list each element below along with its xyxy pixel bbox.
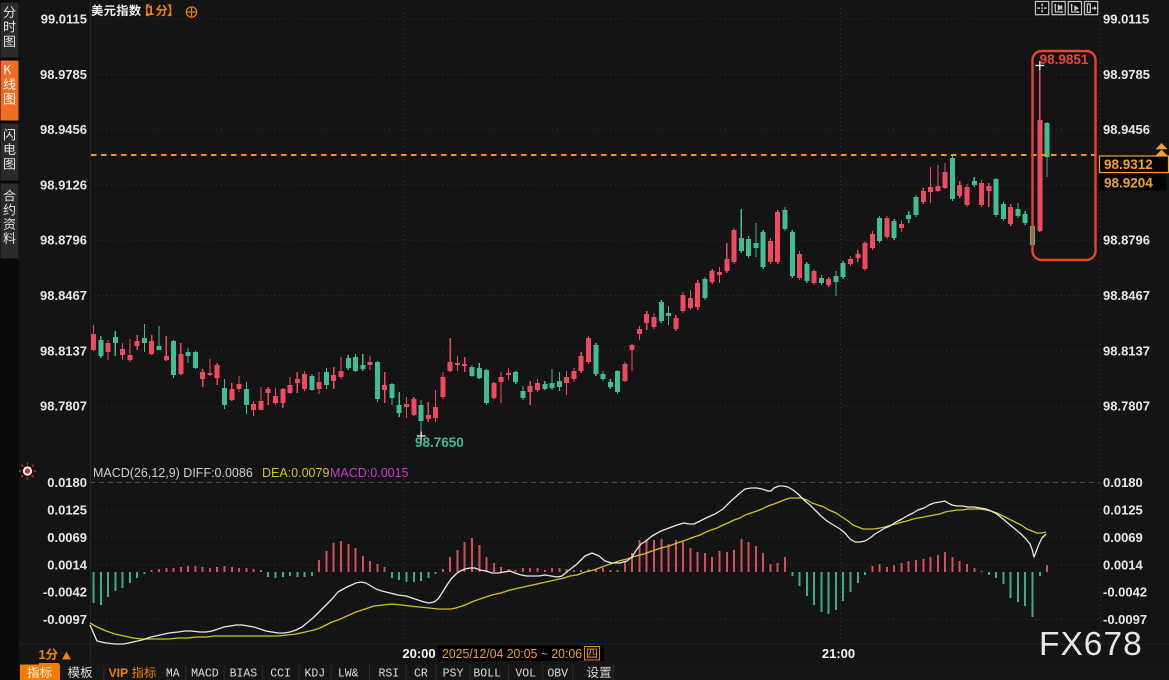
svg-text:98.8796: 98.8796 bbox=[40, 233, 87, 248]
svg-text:0.0125: 0.0125 bbox=[1103, 503, 1143, 518]
svg-text:0.0014: 0.0014 bbox=[47, 557, 88, 572]
svg-text:99.0115: 99.0115 bbox=[1103, 12, 1149, 27]
svg-text:CR: CR bbox=[414, 668, 428, 680]
svg-text:0.0180: 0.0180 bbox=[1103, 475, 1143, 490]
svg-text:PSY: PSY bbox=[443, 668, 464, 680]
svg-text:0.0014: 0.0014 bbox=[1103, 557, 1144, 572]
svg-text:1: 1 bbox=[39, 647, 46, 662]
svg-text:98.9785: 98.9785 bbox=[40, 67, 87, 82]
svg-text:98.8796: 98.8796 bbox=[1103, 233, 1150, 248]
svg-text:98.9204: 98.9204 bbox=[1104, 175, 1153, 190]
svg-text:98.8467: 98.8467 bbox=[40, 288, 87, 303]
svg-text:98.7650: 98.7650 bbox=[415, 435, 464, 450]
svg-text:BOLL: BOLL bbox=[473, 668, 501, 680]
svg-text:98.9126: 98.9126 bbox=[40, 177, 87, 192]
svg-text:BIAS: BIAS bbox=[230, 668, 258, 680]
svg-text:DEA:0.0079: DEA:0.0079 bbox=[262, 466, 329, 480]
svg-text:98.8467: 98.8467 bbox=[1103, 288, 1150, 303]
svg-text:2025/12/04 20:05 ~ 20:06: 2025/12/04 20:05 ~ 20:06 bbox=[442, 647, 582, 661]
svg-text:OBV: OBV bbox=[547, 668, 568, 680]
svg-text:98.9456: 98.9456 bbox=[1103, 122, 1150, 137]
svg-text:98.8137: 98.8137 bbox=[40, 343, 87, 358]
svg-text:MACD: MACD bbox=[191, 668, 219, 680]
svg-text:VIP: VIP bbox=[109, 666, 129, 680]
svg-text:0.0069: 0.0069 bbox=[1103, 530, 1143, 545]
svg-text:98.7807: 98.7807 bbox=[1103, 399, 1150, 414]
svg-text:CCI: CCI bbox=[270, 668, 291, 680]
svg-text:FX678: FX678 bbox=[1039, 626, 1143, 663]
svg-text:MA: MA bbox=[166, 668, 180, 680]
svg-text:LW&: LW& bbox=[338, 668, 359, 680]
svg-text:0.0125: 0.0125 bbox=[47, 503, 87, 518]
svg-text:MACD(26,12,9) DIFF:0.0086: MACD(26,12,9) DIFF:0.0086 bbox=[93, 466, 253, 480]
svg-text:0.0180: 0.0180 bbox=[47, 475, 87, 490]
svg-text:21:00: 21:00 bbox=[822, 646, 855, 661]
svg-text:98.7807: 98.7807 bbox=[40, 399, 87, 414]
svg-text:KDJ: KDJ bbox=[304, 668, 325, 680]
svg-text:98.9851: 98.9851 bbox=[1040, 52, 1089, 67]
svg-text:0.0069: 0.0069 bbox=[47, 530, 87, 545]
svg-text:RSI: RSI bbox=[378, 668, 399, 680]
svg-text:MACD:0.0015: MACD:0.0015 bbox=[330, 466, 409, 480]
svg-text:-0.0097: -0.0097 bbox=[1103, 612, 1147, 627]
svg-text:98.8137: 98.8137 bbox=[1103, 343, 1150, 358]
svg-text:20:00: 20:00 bbox=[402, 646, 435, 661]
svg-text:VOL: VOL bbox=[515, 668, 536, 680]
svg-text:98.9785: 98.9785 bbox=[1103, 67, 1150, 82]
svg-text:99.0115: 99.0115 bbox=[41, 12, 87, 27]
svg-text:98.9456: 98.9456 bbox=[40, 122, 87, 137]
svg-text:-0.0042: -0.0042 bbox=[43, 585, 87, 600]
svg-text:-0.0097: -0.0097 bbox=[43, 612, 87, 627]
svg-text:98.9312: 98.9312 bbox=[1104, 157, 1153, 172]
svg-text:-0.0042: -0.0042 bbox=[1103, 585, 1147, 600]
